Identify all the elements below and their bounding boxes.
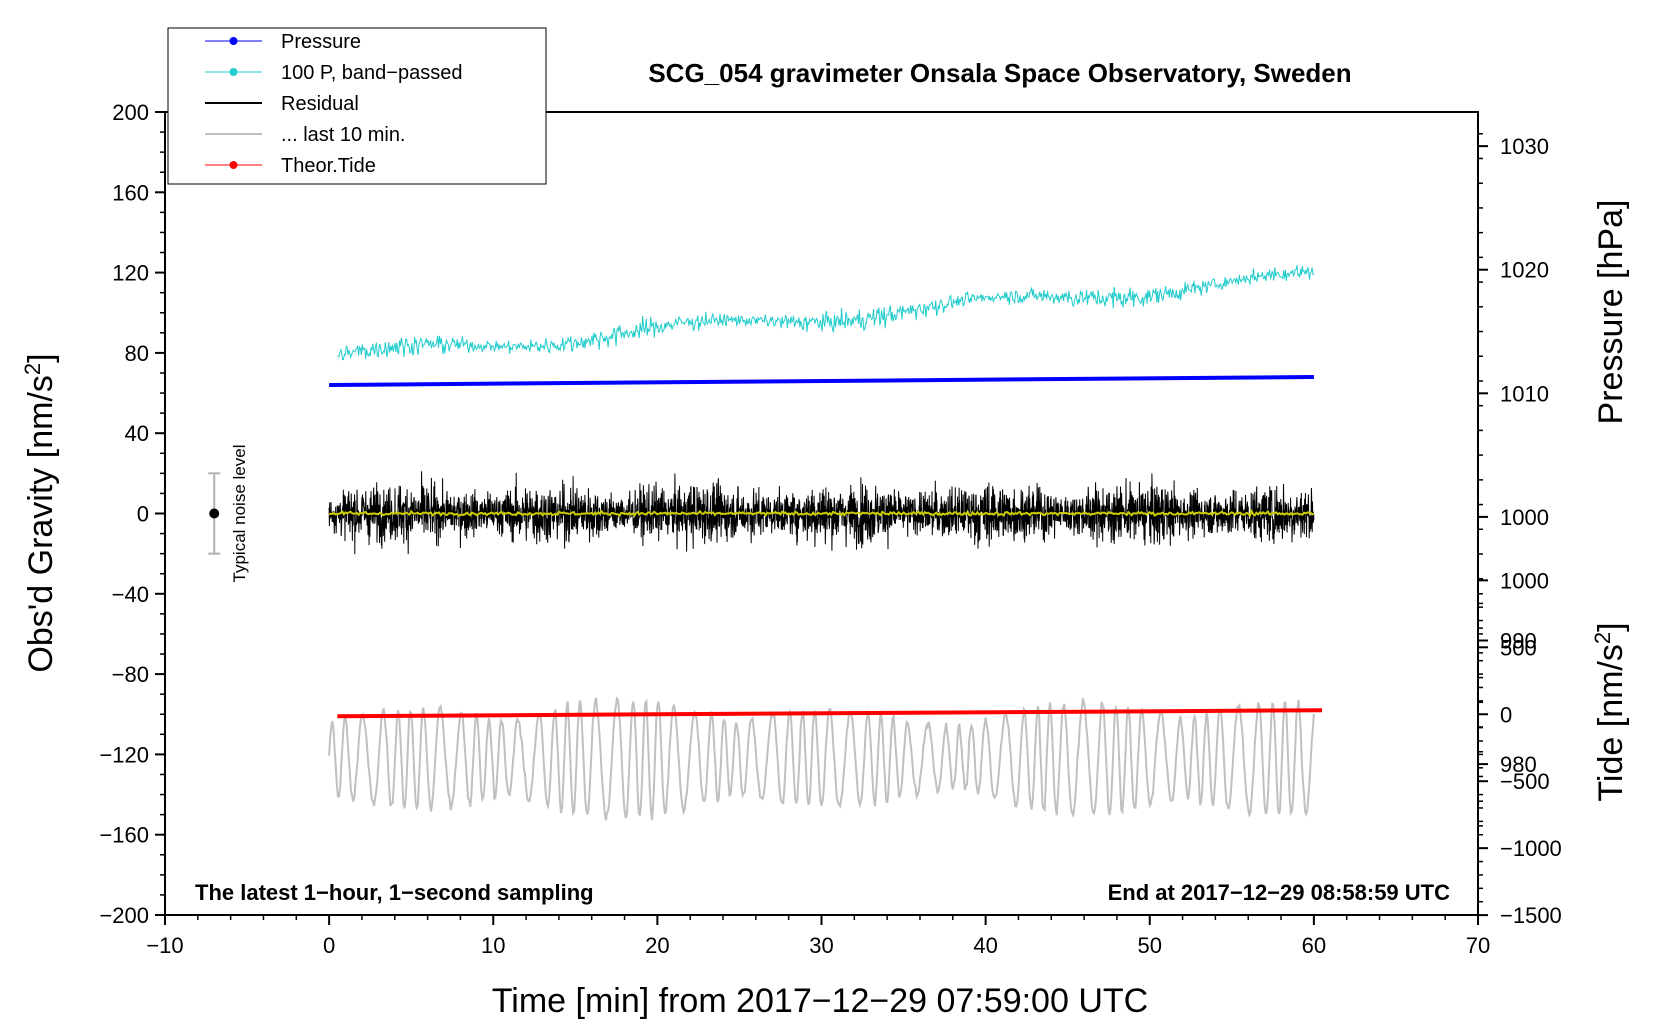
legend: Pressure 100 P, band−passed Residual ... la…	[167, 27, 547, 185]
series-pressure-band-passed	[337, 265, 1315, 361]
x-tick-label: 50	[1138, 933, 1162, 958]
y-tick-label: 40	[125, 421, 149, 446]
x-tick-label: 20	[645, 933, 669, 958]
tide-tick-label: 1000	[1500, 568, 1549, 593]
noise-point	[209, 508, 220, 519]
pressure-tick-label: 990	[1500, 629, 1537, 654]
footer-right: End at 2017−12−29 08:58:59 UTC	[1108, 880, 1451, 905]
y-tick-label: −40	[112, 582, 149, 607]
y-tick-label: 120	[112, 261, 149, 286]
pressure-tick-label: 1010	[1500, 381, 1549, 406]
y-axis-tide: 1000 500 0 −500 −1000 −1500	[1478, 568, 1562, 928]
y-tick-label: 200	[112, 100, 149, 125]
y-axis-tide-title: Tide [nm/s2]	[1590, 622, 1630, 801]
x-tick-label: 30	[809, 933, 833, 958]
legend-items: Pressure 100 P, band−passed Residual ... la…	[205, 31, 462, 177]
noise-label: Typical noise level	[230, 445, 249, 583]
legend-label: Residual	[281, 93, 359, 115]
y-tick-label: 160	[112, 180, 149, 205]
tide-tick-label: 500	[1500, 635, 1537, 660]
x-axis: −10 0 10 20 30 40 50 60 70	[146, 915, 1490, 958]
y-tick-label: −120	[99, 742, 149, 767]
tide-tick-label: −500	[1500, 769, 1550, 794]
x-tick-label: 70	[1466, 933, 1490, 958]
x-tick-label: −10	[146, 933, 183, 958]
x-tick-label: 0	[323, 933, 335, 958]
legend-marker	[229, 161, 238, 169]
legend-label: ... last 10 min.	[281, 124, 406, 146]
legend-label: Pressure	[281, 31, 361, 53]
x-axis-title: Time [min] from 2017−12−29 07:59:00 UTC	[492, 982, 1148, 1020]
x-tick-label: 10	[481, 933, 505, 958]
legend-marker	[229, 68, 238, 76]
pressure-tick-label: 1020	[1500, 258, 1549, 283]
y-tick-label: 0	[137, 502, 149, 527]
tide-tick-label: −1500	[1500, 903, 1562, 928]
series-residual	[328, 471, 1315, 555]
x-tick-label: 40	[973, 933, 997, 958]
tide-tick-label: 0	[1500, 702, 1512, 727]
series-residual-smoothed	[328, 508, 1315, 518]
y-tick-label: −80	[112, 662, 149, 687]
series-pressure	[329, 374, 1314, 388]
y-axis-pressure: 1030 1020 1010 1000 990 980	[1478, 133, 1549, 827]
pressure-tick-label: 1000	[1500, 505, 1549, 530]
series-layer	[328, 265, 1323, 821]
chart-title: SCG_054 gravimeter Onsala Space Observat…	[648, 58, 1351, 88]
legend-label: Theor.Tide	[281, 155, 376, 177]
legend-box	[167, 27, 547, 185]
pressure-tick-label: 980	[1500, 752, 1537, 777]
series-last-10-min	[328, 696, 1315, 821]
tide-tick-label: −1000	[1500, 836, 1562, 861]
footer-left: The latest 1−hour, 1−second sampling	[195, 880, 594, 905]
y-tick-label: −200	[99, 903, 149, 928]
legend-marker	[229, 37, 238, 45]
y-tick-label: 80	[125, 341, 149, 366]
y-tick-label: −160	[99, 823, 149, 848]
pressure-tick-label: 1030	[1500, 134, 1549, 159]
y-axis-pressure-title: Pressure [hPa]	[1592, 200, 1630, 425]
x-tick-label: 60	[1302, 933, 1326, 958]
y-axis-left-title: Obs'd Gravity [nm/s2]	[20, 353, 60, 672]
noise-indicator: Typical noise level	[208, 445, 249, 583]
series-theor-tide	[337, 708, 1323, 719]
y-axis-left: 200 160 120 80 40 0 −40 −80 −120 −160 −200	[99, 100, 165, 928]
legend-label: 100 P, band−passed	[281, 62, 462, 84]
